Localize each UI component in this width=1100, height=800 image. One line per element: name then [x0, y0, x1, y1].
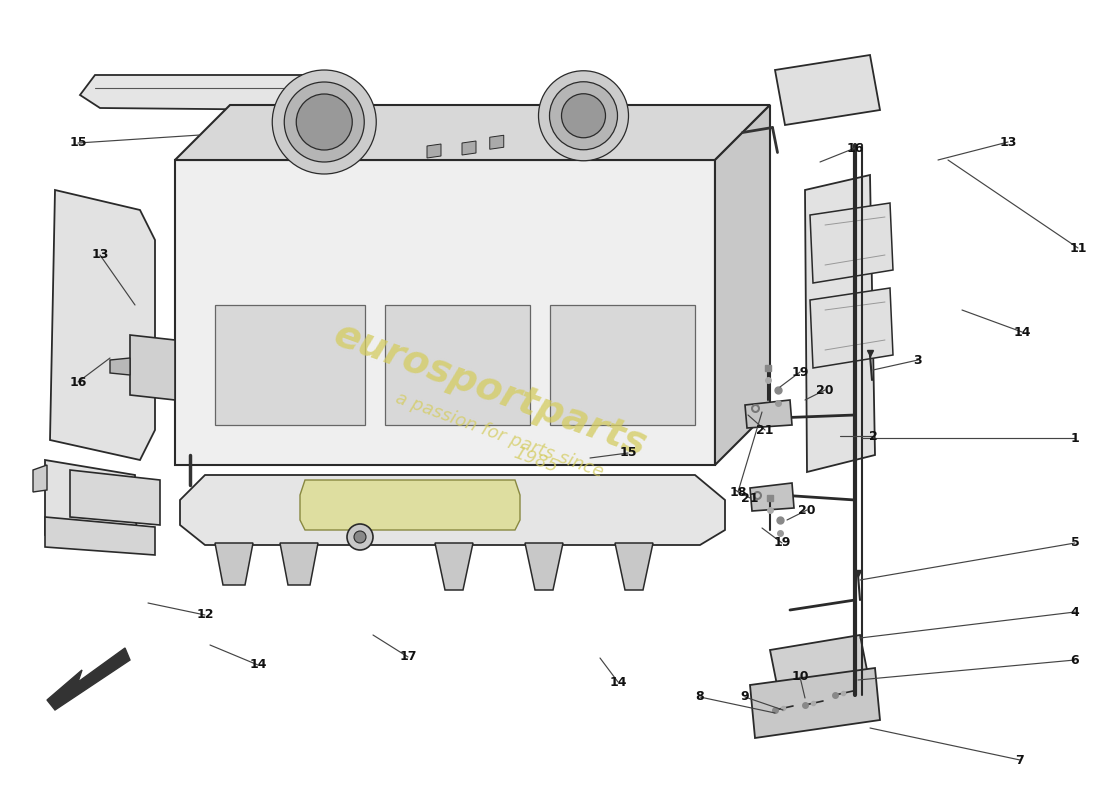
- Text: 21: 21: [741, 491, 759, 505]
- Polygon shape: [33, 465, 47, 492]
- Polygon shape: [615, 543, 653, 590]
- Circle shape: [284, 82, 364, 162]
- Text: 1985: 1985: [510, 444, 560, 476]
- Polygon shape: [810, 288, 893, 368]
- Polygon shape: [462, 141, 476, 155]
- Circle shape: [354, 531, 366, 543]
- Text: 4: 4: [1070, 606, 1079, 618]
- Text: 9: 9: [740, 690, 749, 703]
- Text: 3: 3: [914, 354, 922, 366]
- Text: 16: 16: [846, 142, 864, 154]
- Polygon shape: [110, 358, 130, 375]
- Text: 14: 14: [250, 658, 266, 671]
- Polygon shape: [80, 75, 327, 110]
- Text: 18: 18: [729, 486, 747, 498]
- Text: 16: 16: [69, 375, 87, 389]
- Polygon shape: [434, 543, 473, 590]
- Text: 10: 10: [791, 670, 808, 683]
- Text: 13: 13: [999, 135, 1016, 149]
- Text: 19: 19: [773, 537, 791, 550]
- Polygon shape: [745, 400, 792, 428]
- Polygon shape: [47, 648, 130, 710]
- Text: 8: 8: [695, 690, 704, 703]
- Polygon shape: [427, 144, 441, 158]
- Text: 19: 19: [791, 366, 808, 378]
- Polygon shape: [525, 543, 563, 590]
- Circle shape: [273, 70, 376, 174]
- Text: 13: 13: [91, 249, 109, 262]
- Polygon shape: [776, 55, 880, 125]
- Polygon shape: [770, 635, 870, 700]
- Text: 11: 11: [1069, 242, 1087, 254]
- Circle shape: [550, 82, 617, 150]
- Circle shape: [346, 524, 373, 550]
- Polygon shape: [214, 543, 253, 585]
- Polygon shape: [280, 543, 318, 585]
- Polygon shape: [550, 305, 695, 425]
- Text: 1: 1: [1070, 431, 1079, 445]
- Text: 20: 20: [816, 383, 834, 397]
- Circle shape: [561, 94, 605, 138]
- Polygon shape: [45, 460, 138, 550]
- Text: a passion for parts since: a passion for parts since: [394, 389, 606, 481]
- Text: 15: 15: [619, 446, 637, 459]
- Polygon shape: [70, 470, 160, 525]
- Text: 14: 14: [609, 675, 627, 689]
- Text: 6: 6: [1070, 654, 1079, 666]
- Text: eurosportparts: eurosportparts: [328, 316, 651, 464]
- Polygon shape: [750, 483, 794, 511]
- Polygon shape: [810, 203, 893, 283]
- Text: 20: 20: [799, 503, 816, 517]
- Text: 7: 7: [1015, 754, 1024, 766]
- Polygon shape: [175, 160, 715, 465]
- Circle shape: [539, 70, 628, 161]
- Polygon shape: [715, 105, 770, 465]
- Polygon shape: [805, 175, 874, 472]
- Text: 17: 17: [399, 650, 417, 663]
- Polygon shape: [300, 480, 520, 530]
- Text: 14: 14: [1013, 326, 1031, 338]
- Text: 15: 15: [69, 137, 87, 150]
- Polygon shape: [45, 517, 155, 555]
- Text: 5: 5: [1070, 537, 1079, 550]
- Polygon shape: [50, 190, 155, 460]
- Text: 12: 12: [196, 609, 213, 622]
- Text: 2: 2: [869, 430, 878, 442]
- Text: 21: 21: [757, 423, 773, 437]
- Polygon shape: [214, 305, 365, 425]
- Polygon shape: [750, 668, 880, 738]
- Polygon shape: [130, 335, 175, 400]
- Polygon shape: [385, 305, 530, 425]
- Polygon shape: [490, 135, 504, 150]
- Polygon shape: [180, 475, 725, 545]
- Circle shape: [296, 94, 352, 150]
- Polygon shape: [175, 105, 770, 160]
